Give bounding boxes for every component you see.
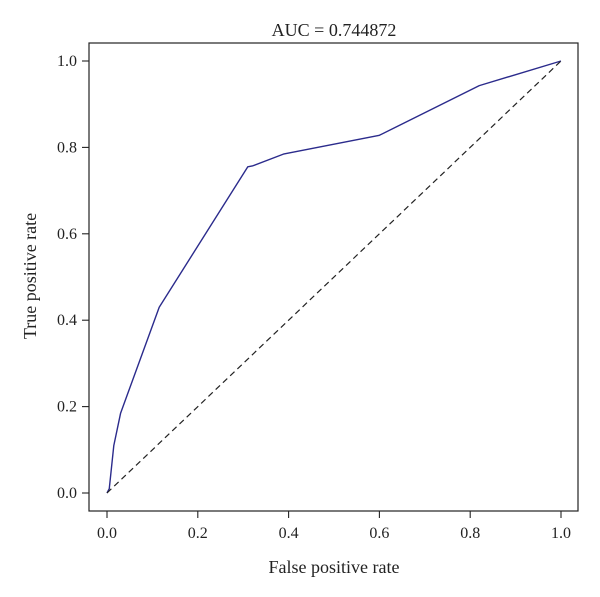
y-axis: 0.0 0.2 0.4 0.6 0.8 1.0	[57, 53, 89, 502]
x-axis: 0.0 0.2 0.4 0.6 0.8 1.0	[97, 511, 571, 542]
roc-curve-line	[106, 60, 562, 494]
x-tick-label: 0.8	[460, 525, 480, 542]
x-tick-label: 0.4	[279, 525, 299, 542]
x-axis-label: False positive rate	[269, 557, 400, 577]
x-tick-label: 0.2	[188, 525, 208, 542]
x-tick-label: 0.6	[369, 525, 389, 542]
y-tick-label: 0.6	[57, 226, 77, 243]
y-tick-label: 0.8	[57, 139, 77, 156]
y-tick-label: 1.0	[57, 53, 77, 70]
chart-title: AUC = 0.744872	[272, 20, 397, 40]
y-tick-label: 0.4	[57, 312, 77, 329]
y-axis-label: True positive rate	[20, 213, 40, 339]
plot-frame	[88, 42, 579, 512]
x-tick-label: 1.0	[551, 525, 571, 542]
x-tick-label: 0.0	[97, 525, 117, 542]
series-layer	[106, 60, 562, 494]
y-tick-label: 0.2	[57, 399, 77, 416]
diagonal-reference-line	[106, 60, 562, 494]
y-tick-label: 0.0	[57, 485, 77, 502]
